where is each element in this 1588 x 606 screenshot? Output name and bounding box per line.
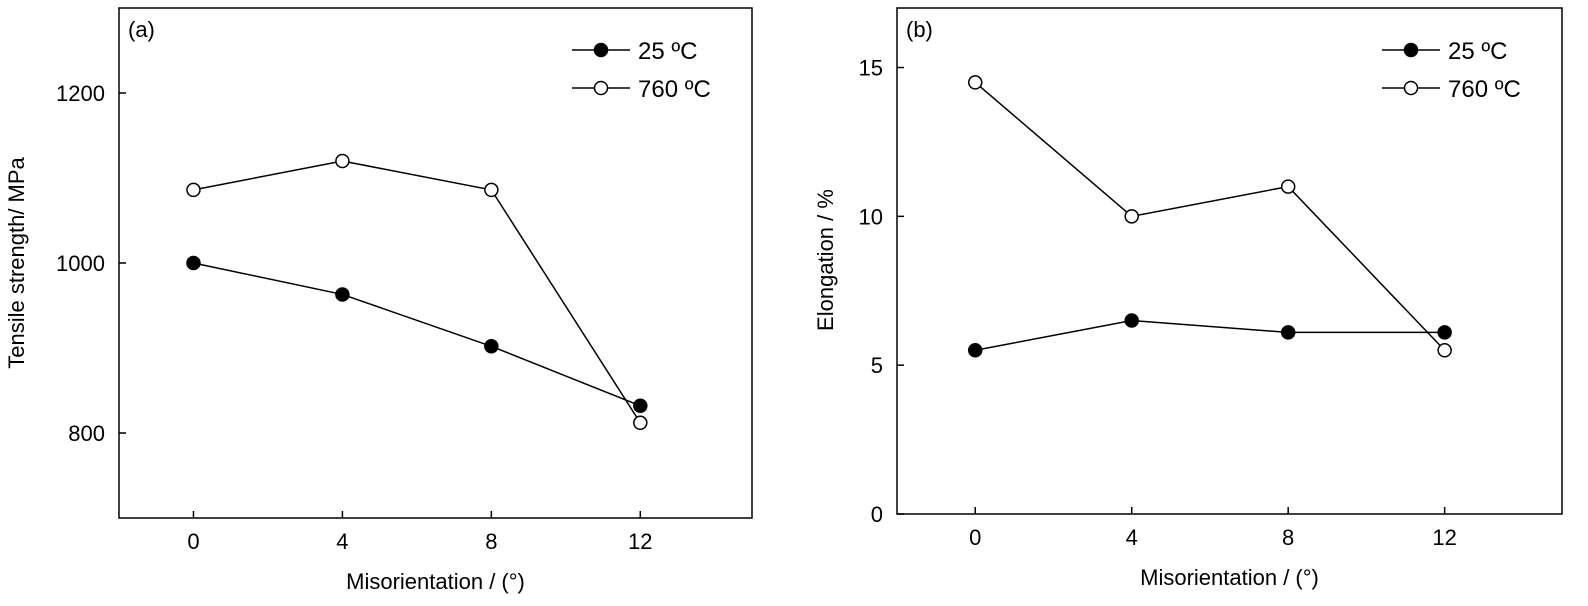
panel-label: (b) bbox=[906, 17, 933, 42]
data-point-25c bbox=[967, 343, 983, 358]
legend-label: 760 ºC bbox=[1448, 76, 1521, 103]
x-tick-label: 0 bbox=[969, 525, 981, 550]
y-tick-label: 15 bbox=[859, 56, 883, 81]
y-tick-label: 10 bbox=[859, 204, 883, 229]
data-point-25c bbox=[633, 398, 648, 414]
x-tick-label: 8 bbox=[485, 529, 497, 554]
x-axis-label: Misorientation / (°) bbox=[346, 569, 525, 594]
y-tick-label: 5 bbox=[871, 353, 883, 378]
x-axis-label: Misorientation / (°) bbox=[1140, 565, 1319, 590]
data-point-25c bbox=[335, 287, 350, 302]
legend-marker bbox=[1403, 42, 1419, 58]
series-line-760c bbox=[974, 81, 1446, 351]
legend-label: 760 ºC bbox=[638, 76, 711, 103]
data-point-760c bbox=[967, 75, 983, 90]
series-line-25c bbox=[975, 319, 1445, 352]
data-point-760c bbox=[1437, 343, 1452, 358]
y-tick-label: 0 bbox=[871, 502, 883, 527]
x-tick-label: 4 bbox=[336, 529, 348, 554]
data-point-760c bbox=[1280, 179, 1296, 194]
legend-marker bbox=[593, 80, 609, 96]
x-tick-label: 8 bbox=[1282, 525, 1294, 550]
legend-marker bbox=[1403, 80, 1419, 96]
data-point-25c bbox=[186, 255, 201, 271]
panel-label: (a) bbox=[128, 17, 155, 42]
x-tick-label: 12 bbox=[628, 529, 652, 554]
legend-label: 25 ºC bbox=[638, 38, 697, 65]
data-point-25c bbox=[1280, 325, 1296, 340]
data-point-760c bbox=[1124, 209, 1139, 224]
data-point-25c bbox=[484, 339, 499, 354]
y-axis-label: Tensile strength/ MPa bbox=[4, 156, 29, 368]
series-line-760c bbox=[193, 160, 641, 424]
x-tick-label: 0 bbox=[187, 529, 199, 554]
data-point-760c bbox=[186, 182, 201, 198]
data-point-760c bbox=[484, 182, 499, 198]
y-axis-label: Elongation / % bbox=[813, 189, 838, 331]
x-tick-label: 12 bbox=[1432, 525, 1456, 550]
legend-label: 25 ºC bbox=[1448, 38, 1507, 65]
data-point-760c bbox=[633, 415, 648, 431]
data-point-25c bbox=[1437, 325, 1452, 340]
plot-frame bbox=[896, 7, 1563, 515]
data-point-760c bbox=[335, 153, 350, 169]
chart-panel-b: 0 5 10 15 0 4 8 12 Misorientation / (°) Elongatio… bbox=[813, 7, 1563, 590]
y-tick-label: 1200 bbox=[56, 81, 105, 106]
series-line-25c bbox=[193, 262, 641, 407]
legend-marker bbox=[593, 42, 609, 58]
y-tick-label: 800 bbox=[68, 421, 105, 446]
chart-panel-a: 800 1000 1200 0 4 8 12 Misorientation / (°) Tens… bbox=[4, 7, 753, 594]
y-tick-label: 1000 bbox=[56, 251, 105, 276]
data-point-25c bbox=[1124, 313, 1139, 328]
x-tick-label: 4 bbox=[1126, 525, 1138, 550]
